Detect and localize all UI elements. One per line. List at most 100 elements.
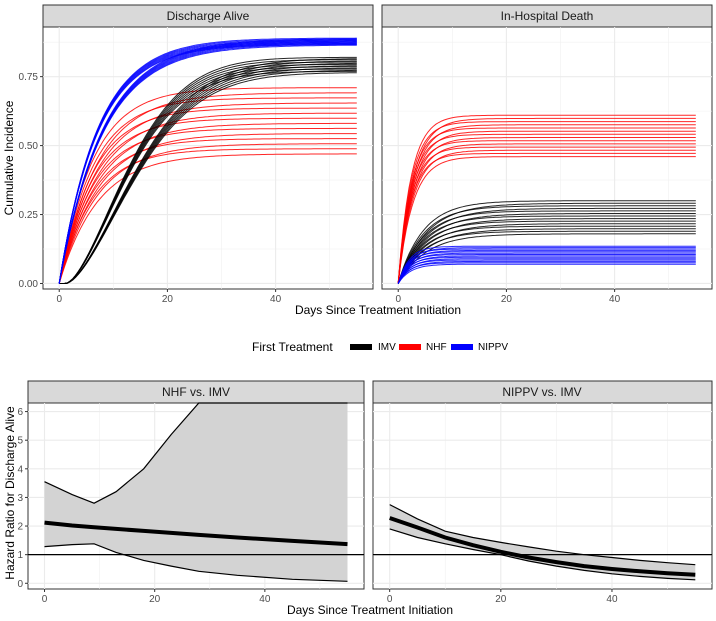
- curve-nhf-replicate: [397, 152, 696, 284]
- strip-label: NHF vs. IMV: [162, 385, 230, 399]
- curve-nhf-replicate: [397, 149, 696, 284]
- estimate-line: [389, 516, 696, 577]
- curve-nippv-replicate: [397, 245, 696, 284]
- x-tick-label: 0: [42, 594, 48, 605]
- curve-nippv-replicate: [58, 38, 357, 284]
- x-tick-label: 20: [162, 294, 174, 305]
- curve-nhf-replicate: [397, 133, 696, 284]
- y-axis-ticks: 0 1 2 3 4 5 6: [17, 407, 28, 590]
- upper-bound-line: [389, 504, 696, 566]
- curve-nippv-replicate: [397, 259, 696, 284]
- estimate-line: [44, 520, 348, 547]
- curve-nippv-replicate: [397, 254, 696, 284]
- x-tick-label: 20: [149, 594, 161, 605]
- curve-nhf-replicate: [397, 156, 696, 284]
- y-tick-label: 3: [17, 493, 23, 504]
- strip-label: Discharge Alive: [167, 9, 250, 23]
- confidence-band: [389, 504, 696, 580]
- y-tick-label: 5: [17, 436, 23, 447]
- curve-nhf-replicate: [58, 153, 357, 284]
- x-tick-label: 20: [495, 594, 507, 605]
- curve-nhf-replicate: [58, 138, 357, 284]
- curve-nhf-replicate: [58, 143, 357, 284]
- curves: [58, 37, 357, 284]
- curve-nhf-replicate: [58, 133, 357, 284]
- curve-nhf-replicate: [397, 137, 696, 284]
- curve-nhf-replicate: [58, 97, 357, 284]
- curve-imv-replicate: [397, 200, 696, 284]
- curve-nhf-replicate: [58, 102, 357, 284]
- curve-nhf-replicate: [397, 146, 696, 284]
- bottom-x-axis-title: Days Since Treatment Initiation: [287, 603, 453, 617]
- curve-imv-replicate: [397, 213, 696, 284]
- curve-nippv-replicate: [397, 251, 696, 284]
- confidence-band: [44, 403, 348, 582]
- curve-nippv-replicate: [397, 260, 696, 284]
- curve-imv-replicate: [397, 205, 696, 284]
- x-axis-ticks: 0 20 40: [387, 589, 618, 605]
- curve-nhf-replicate: [397, 140, 696, 284]
- plot-area-border: [381, 26, 713, 290]
- legend: First Treatment IMV NHF NIPPV: [252, 340, 508, 354]
- hazard-ratio-plot: [373, 504, 712, 581]
- bottom-y-axis-title: Hazard Ratio for Discharge Alive: [3, 406, 17, 580]
- x-axis-ticks: 0 20 40: [395, 289, 621, 305]
- y-tick-label: 0: [17, 579, 23, 590]
- y-tick-label: 1: [17, 550, 23, 561]
- lower-bound-line: [389, 528, 696, 581]
- x-axis-ticks: 0 20 40: [56, 289, 282, 305]
- curve-nippv-replicate: [397, 255, 696, 284]
- curve-nippv-replicate: [397, 248, 696, 284]
- top-x-axis-title: Days Since Treatment Initiation: [295, 303, 461, 317]
- curve-nhf-replicate: [397, 124, 696, 284]
- curve-imv-replicate: [397, 223, 696, 284]
- legend-key-nhf: [399, 344, 421, 350]
- legend-title: First Treatment: [252, 340, 333, 354]
- legend-label-imv: IMV: [378, 342, 396, 353]
- bottom-left-panel: NHF vs. IMV 0 1 2 3 4 5 6 0 20 40: [17, 380, 365, 605]
- legend-key-nippv: [451, 344, 473, 350]
- x-axis-ticks: 0 20 40: [42, 589, 271, 605]
- curve-nippv-replicate: [397, 256, 696, 284]
- legend-key-imv: [350, 344, 372, 350]
- upper-bound-line: [44, 402, 348, 504]
- gridlines: [382, 27, 712, 289]
- curve-nippv-replicate: [397, 252, 696, 284]
- legend-label-nippv: NIPPV: [478, 342, 508, 353]
- curve-nippv-replicate: [397, 262, 696, 284]
- y-tick-label: 6: [17, 407, 23, 418]
- curve-nhf-replicate: [397, 114, 696, 284]
- curve-nippv-replicate: [397, 263, 696, 284]
- curves: [397, 114, 696, 284]
- curve-imv-replicate: [397, 207, 696, 284]
- curve-imv-replicate: [397, 218, 696, 284]
- y-tick-label: 2: [17, 522, 23, 533]
- top-left-panel: Discharge Alive 0.00 0.25 0.50 0.75 0 20 40: [19, 4, 374, 305]
- curve-nhf-replicate: [58, 117, 357, 284]
- lower-bound-line: [44, 543, 348, 582]
- curve-nhf-replicate: [397, 121, 696, 284]
- top-y-axis-title: Cumulative Incidence: [2, 100, 16, 215]
- curve-imv-replicate: [59, 58, 357, 284]
- curve-nhf-replicate: [58, 127, 357, 284]
- curve-nippv-replicate: [397, 258, 696, 284]
- x-tick-label: 20: [501, 294, 513, 305]
- x-tick-label: 0: [56, 294, 62, 305]
- curve-nhf-replicate: [397, 130, 696, 284]
- curve-nippv-replicate: [397, 249, 696, 284]
- y-tick-label: 4: [17, 464, 23, 475]
- legend-label-nhf: NHF: [426, 342, 447, 353]
- bottom-right-panel: NIPPV vs. IMV 0 20 40: [372, 380, 713, 605]
- top-right-panel: In-Hospital Death 0 20 40: [381, 4, 713, 305]
- x-tick-label: 40: [259, 594, 271, 605]
- x-tick-label: 0: [387, 594, 393, 605]
- curve-nhf-replicate: [397, 127, 696, 284]
- y-tick-label: 0.75: [19, 72, 39, 83]
- curve-imv-replicate: [397, 233, 696, 284]
- curve-nhf-replicate: [58, 107, 357, 284]
- y-tick-label: 0.50: [19, 141, 39, 152]
- strip-label: NIPPV vs. IMV: [502, 385, 581, 399]
- curve-imv-replicate: [397, 228, 696, 284]
- y-tick-label: 0.00: [19, 279, 39, 290]
